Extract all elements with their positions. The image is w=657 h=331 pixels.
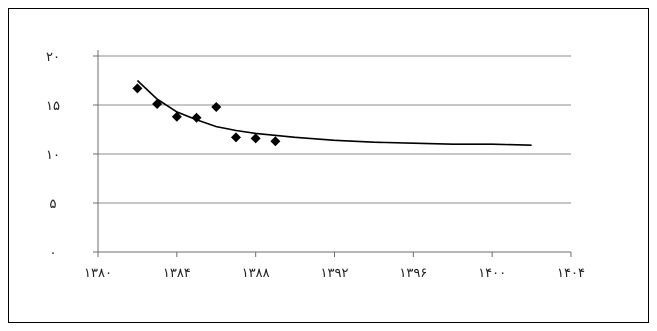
- x-tick-label: ۱۳۸۴: [163, 266, 191, 281]
- data-point-marker: [250, 133, 261, 144]
- y-tick-label: ۱۰: [46, 148, 60, 163]
- data-point-marker: [132, 83, 143, 94]
- data-point-marker: [211, 101, 222, 112]
- data-point-marker: [270, 136, 281, 147]
- gridlines: [98, 55, 571, 204]
- x-tick-label: ۱۳۸۰: [84, 266, 112, 281]
- x-tick-label: ۱۴۰۴: [557, 266, 585, 281]
- data-points: [132, 83, 281, 147]
- data-point-marker: [171, 111, 182, 122]
- data-point-marker: [230, 132, 241, 143]
- y-tick-label: ۱۵: [46, 99, 60, 114]
- axes: [93, 50, 572, 257]
- x-tick-label: ۱۴۰۰: [478, 266, 506, 281]
- y-tick-label: ۲۰: [46, 50, 60, 65]
- trendline-layer: [136, 79, 532, 146]
- y-tick-label: ۵: [50, 197, 57, 212]
- x-tick-label: ۱۳۹۲: [321, 266, 349, 281]
- data-point-marker: [191, 112, 202, 123]
- tick-labels: ۰ ۵ ۱۰ ۱۵ ۲۰ ۱۳۸۰ ۱۳۸۴ ۱۳۸۸ ۱۳۹۲ ۱۳۹۶ ۱۴۰۰ ۱۴۰۴: [46, 50, 585, 281]
- y-tick-label: ۰: [50, 246, 57, 261]
- trendline: [136, 79, 532, 146]
- x-tick-label: ۱۳۹۶: [399, 266, 427, 281]
- data-point-marker: [152, 99, 163, 110]
- x-tick-label: ۱۳۸۸: [242, 266, 270, 281]
- scatter-chart: ۰ ۵ ۱۰ ۱۵ ۲۰ ۱۳۸۰ ۱۳۸۴ ۱۳۸۸ ۱۳۹۲ ۱۳۹۶ ۱۴۰۰ ۱۴۰۴: [46, 50, 585, 281]
- chart-frame: ۰ ۵ ۱۰ ۱۵ ۲۰ ۱۳۸۰ ۱۳۸۴ ۱۳۸۸ ۱۳۹۲ ۱۳۹۶ ۱۴۰۰ ۱۴۰۴: [8, 8, 649, 323]
